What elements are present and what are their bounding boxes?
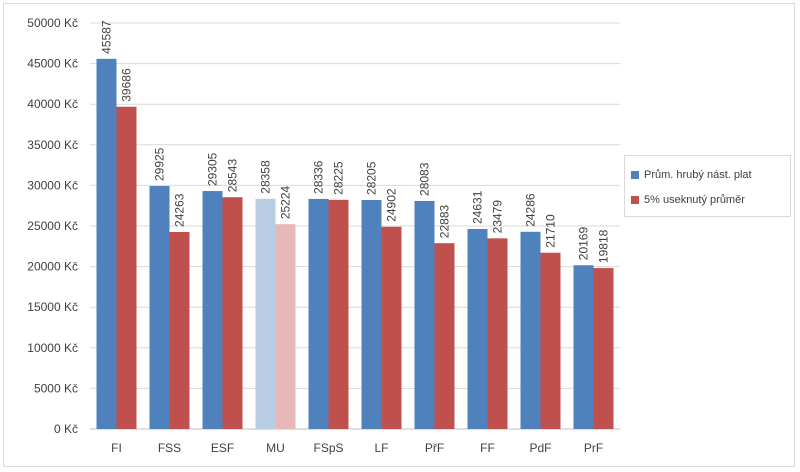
bar-FI-series-1 [96,58,117,430]
y-tick-label: 20000 Kč [27,260,78,274]
y-tick-label: 50000 Kč [27,16,78,30]
x-tick-label: FSpS [313,441,343,455]
data-label-MU-series-2: 25224 [279,185,293,219]
y-tick-label: 0 Kč [54,422,78,436]
data-label-LF-series-1: 28205 [365,161,379,195]
y-tick-label: 30000 Kč [27,178,78,192]
bar-PřF-series-2 [434,243,455,429]
data-label-FF-series-1: 24631 [471,190,485,224]
data-label-FSpS-series-2: 28225 [332,161,346,195]
data-label-PřF-series-2: 22883 [438,204,452,238]
data-label-FI-series-2: 39686 [120,68,134,102]
data-label-PřF-series-1: 28083 [418,162,432,196]
y-tick-label: 35000 Kč [27,138,78,152]
bar-ESF-series-2 [222,197,243,429]
bar-PdF-series-1 [520,231,541,429]
data-label-PdF-series-1: 24286 [524,193,538,227]
bar-FSS-series-1 [149,186,170,429]
x-tick-label: MU [266,441,285,455]
x-tick-label: PdF [529,441,551,455]
x-axis-ticks: FI FSS ESF MU FSpS LF PřF FF PdF PrF [111,441,603,455]
bar-PdF-series-2 [540,252,561,429]
bar-PrF-series-2 [593,268,614,429]
y-tick-label: 5000 Kč [34,381,78,395]
x-tick-label: FF [480,441,495,455]
data-label-FSpS-series-1: 28336 [312,160,326,194]
y-tick-label: 40000 Kč [27,97,78,111]
y-tick-label: 15000 Kč [27,300,78,314]
data-label-FSS-series-1: 29925 [153,147,167,181]
data-label-FF-series-2: 23479 [491,200,505,234]
bar-FF-series-1 [467,228,488,429]
x-tick-label: PřF [425,441,444,455]
y-tick-label: 10000 Kč [27,341,78,355]
data-label-PrF-series-1: 20169 [577,227,591,261]
bar-FSpS-series-1 [308,198,329,429]
data-label-ESF-series-2: 28543 [226,159,240,193]
data-label-ESF-series-1: 29305 [206,152,220,186]
y-tick-label: 25000 Kč [27,219,78,233]
bar-LF-series-1 [361,199,382,429]
data-label-PdF-series-2: 21710 [544,214,558,248]
bar-MU-series-2 [275,224,296,429]
legend-item-series-2: 5% useknutý průměr [631,187,790,212]
data-label-MU-series-1: 28358 [259,160,273,194]
data-labels: 45587 39686 29925 24263 29305 28543 28358 25224… [100,20,611,263]
data-label-PrF-series-2: 19818 [597,229,611,263]
bar-ESF-series-1 [202,191,223,429]
bars [96,58,614,430]
x-tick-label: PrF [584,441,603,455]
bar-FI-series-2 [116,106,137,429]
legend-swatch-series-2 [631,195,639,204]
legend-item-series-1: Prům. hrubý nást. plat [631,162,790,187]
x-tick-label: FSS [158,441,181,455]
bar-FSS-series-2 [169,231,190,429]
y-tick-label: 45000 Kč [27,57,78,71]
bar-FF-series-2 [487,238,508,429]
data-label-FI-series-1: 45587 [100,20,114,54]
legend-label-series-2: 5% useknutý průměr [644,193,745,206]
x-tick-label: ESF [211,441,234,455]
data-label-LF-series-2: 24902 [385,188,399,222]
x-tick-label: FI [111,441,122,455]
legend-label-series-1: Prům. hrubý nást. plat [644,168,752,181]
bar-LF-series-2 [381,226,402,429]
legend-swatch-series-1 [631,170,639,179]
bar-FSpS-series-2 [328,199,349,429]
legend: Prům. hrubý nást. plat 5% useknutý průmě… [624,155,791,217]
data-label-FSS-series-2: 24263 [173,193,187,227]
bar-PřF-series-1 [414,200,435,429]
bar-MU-series-1 [255,198,276,429]
bar-PrF-series-1 [573,265,594,429]
x-tick-label: LF [374,441,388,455]
y-axis-ticks: 0 Kč 5000 Kč 10000 Kč 15000 Kč 20000 Kč 25000… [27,16,78,436]
